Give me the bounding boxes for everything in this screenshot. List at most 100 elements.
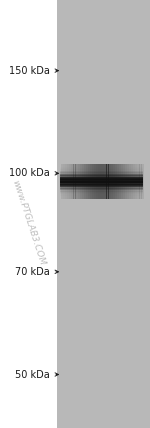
Bar <box>60 176 142 178</box>
Bar <box>60 192 142 193</box>
Bar <box>60 189 142 190</box>
Bar <box>60 165 142 166</box>
Bar <box>141 164 144 199</box>
Bar <box>60 179 142 180</box>
Bar <box>98 164 100 199</box>
Bar <box>60 164 142 165</box>
Bar <box>60 196 142 197</box>
Bar <box>60 198 142 199</box>
Bar <box>60 168 142 169</box>
Bar <box>60 177 142 178</box>
Bar <box>60 179 142 181</box>
Bar <box>135 164 138 199</box>
Bar <box>60 170 142 171</box>
Bar <box>61 164 63 199</box>
Text: 70 kDa: 70 kDa <box>15 267 50 277</box>
Bar <box>104 164 106 199</box>
Bar <box>60 180 142 181</box>
Text: 150 kDa: 150 kDa <box>9 65 50 76</box>
Bar <box>88 164 90 199</box>
Bar <box>127 164 129 199</box>
Bar <box>57 0 150 428</box>
Bar <box>78 164 80 199</box>
Bar <box>102 164 105 199</box>
Bar <box>92 164 94 199</box>
Bar <box>60 174 142 175</box>
Bar <box>60 175 142 176</box>
Bar <box>60 176 142 177</box>
Bar <box>119 164 121 199</box>
Bar <box>60 196 142 197</box>
Bar <box>60 175 142 176</box>
Bar <box>80 164 82 199</box>
Bar <box>60 195 142 196</box>
Bar <box>60 172 142 173</box>
Bar <box>133 164 135 199</box>
Bar <box>60 186 142 187</box>
Bar <box>86 164 88 199</box>
Bar <box>100 164 102 199</box>
Bar <box>63 164 65 199</box>
Bar <box>117 164 119 199</box>
Bar <box>60 181 142 182</box>
Bar <box>60 169 142 170</box>
Bar <box>113 164 115 199</box>
Bar <box>137 164 140 199</box>
Bar <box>73 164 76 199</box>
Text: 100 kDa: 100 kDa <box>9 168 50 178</box>
Bar <box>60 173 142 174</box>
Bar <box>60 182 142 183</box>
Bar <box>60 165 142 166</box>
Bar <box>60 188 142 189</box>
Bar <box>65 164 67 199</box>
Bar <box>94 164 96 199</box>
Bar <box>60 193 142 194</box>
Bar <box>71 164 74 199</box>
Bar <box>96 164 98 199</box>
Bar <box>108 164 111 199</box>
Bar <box>60 185 142 186</box>
Bar <box>60 185 142 186</box>
Bar <box>60 169 142 170</box>
Bar <box>60 182 142 183</box>
Bar <box>60 193 142 194</box>
Bar <box>129 164 131 199</box>
Bar <box>115 164 117 199</box>
Bar <box>67 164 69 199</box>
Text: www.PTGLAB3.COM: www.PTGLAB3.COM <box>11 179 46 266</box>
Bar <box>60 197 142 198</box>
Bar <box>60 178 142 179</box>
Bar <box>60 171 142 172</box>
Bar <box>90 164 92 199</box>
Bar <box>60 190 142 191</box>
Bar <box>60 166 142 168</box>
Bar <box>60 183 142 184</box>
Bar <box>139 164 142 199</box>
Bar <box>75 164 78 199</box>
Bar <box>60 166 142 167</box>
Bar <box>82 164 84 199</box>
Bar <box>125 164 127 199</box>
Bar <box>60 190 142 192</box>
Bar <box>60 191 142 192</box>
Bar <box>60 192 142 193</box>
Bar <box>60 187 142 188</box>
Bar <box>60 174 142 175</box>
Bar <box>84 164 86 199</box>
Bar <box>121 164 123 199</box>
Bar <box>60 171 142 172</box>
Bar <box>60 172 142 173</box>
Bar <box>60 163 142 165</box>
Bar <box>60 198 142 199</box>
Bar <box>106 164 109 199</box>
Bar <box>60 195 142 196</box>
Bar <box>60 184 142 185</box>
Bar <box>60 194 142 195</box>
Bar <box>123 164 125 199</box>
Bar <box>60 167 142 168</box>
Bar <box>69 164 72 199</box>
Bar <box>131 164 133 199</box>
Text: 50 kDa: 50 kDa <box>15 369 50 380</box>
Bar <box>60 187 142 189</box>
Bar <box>60 168 142 169</box>
